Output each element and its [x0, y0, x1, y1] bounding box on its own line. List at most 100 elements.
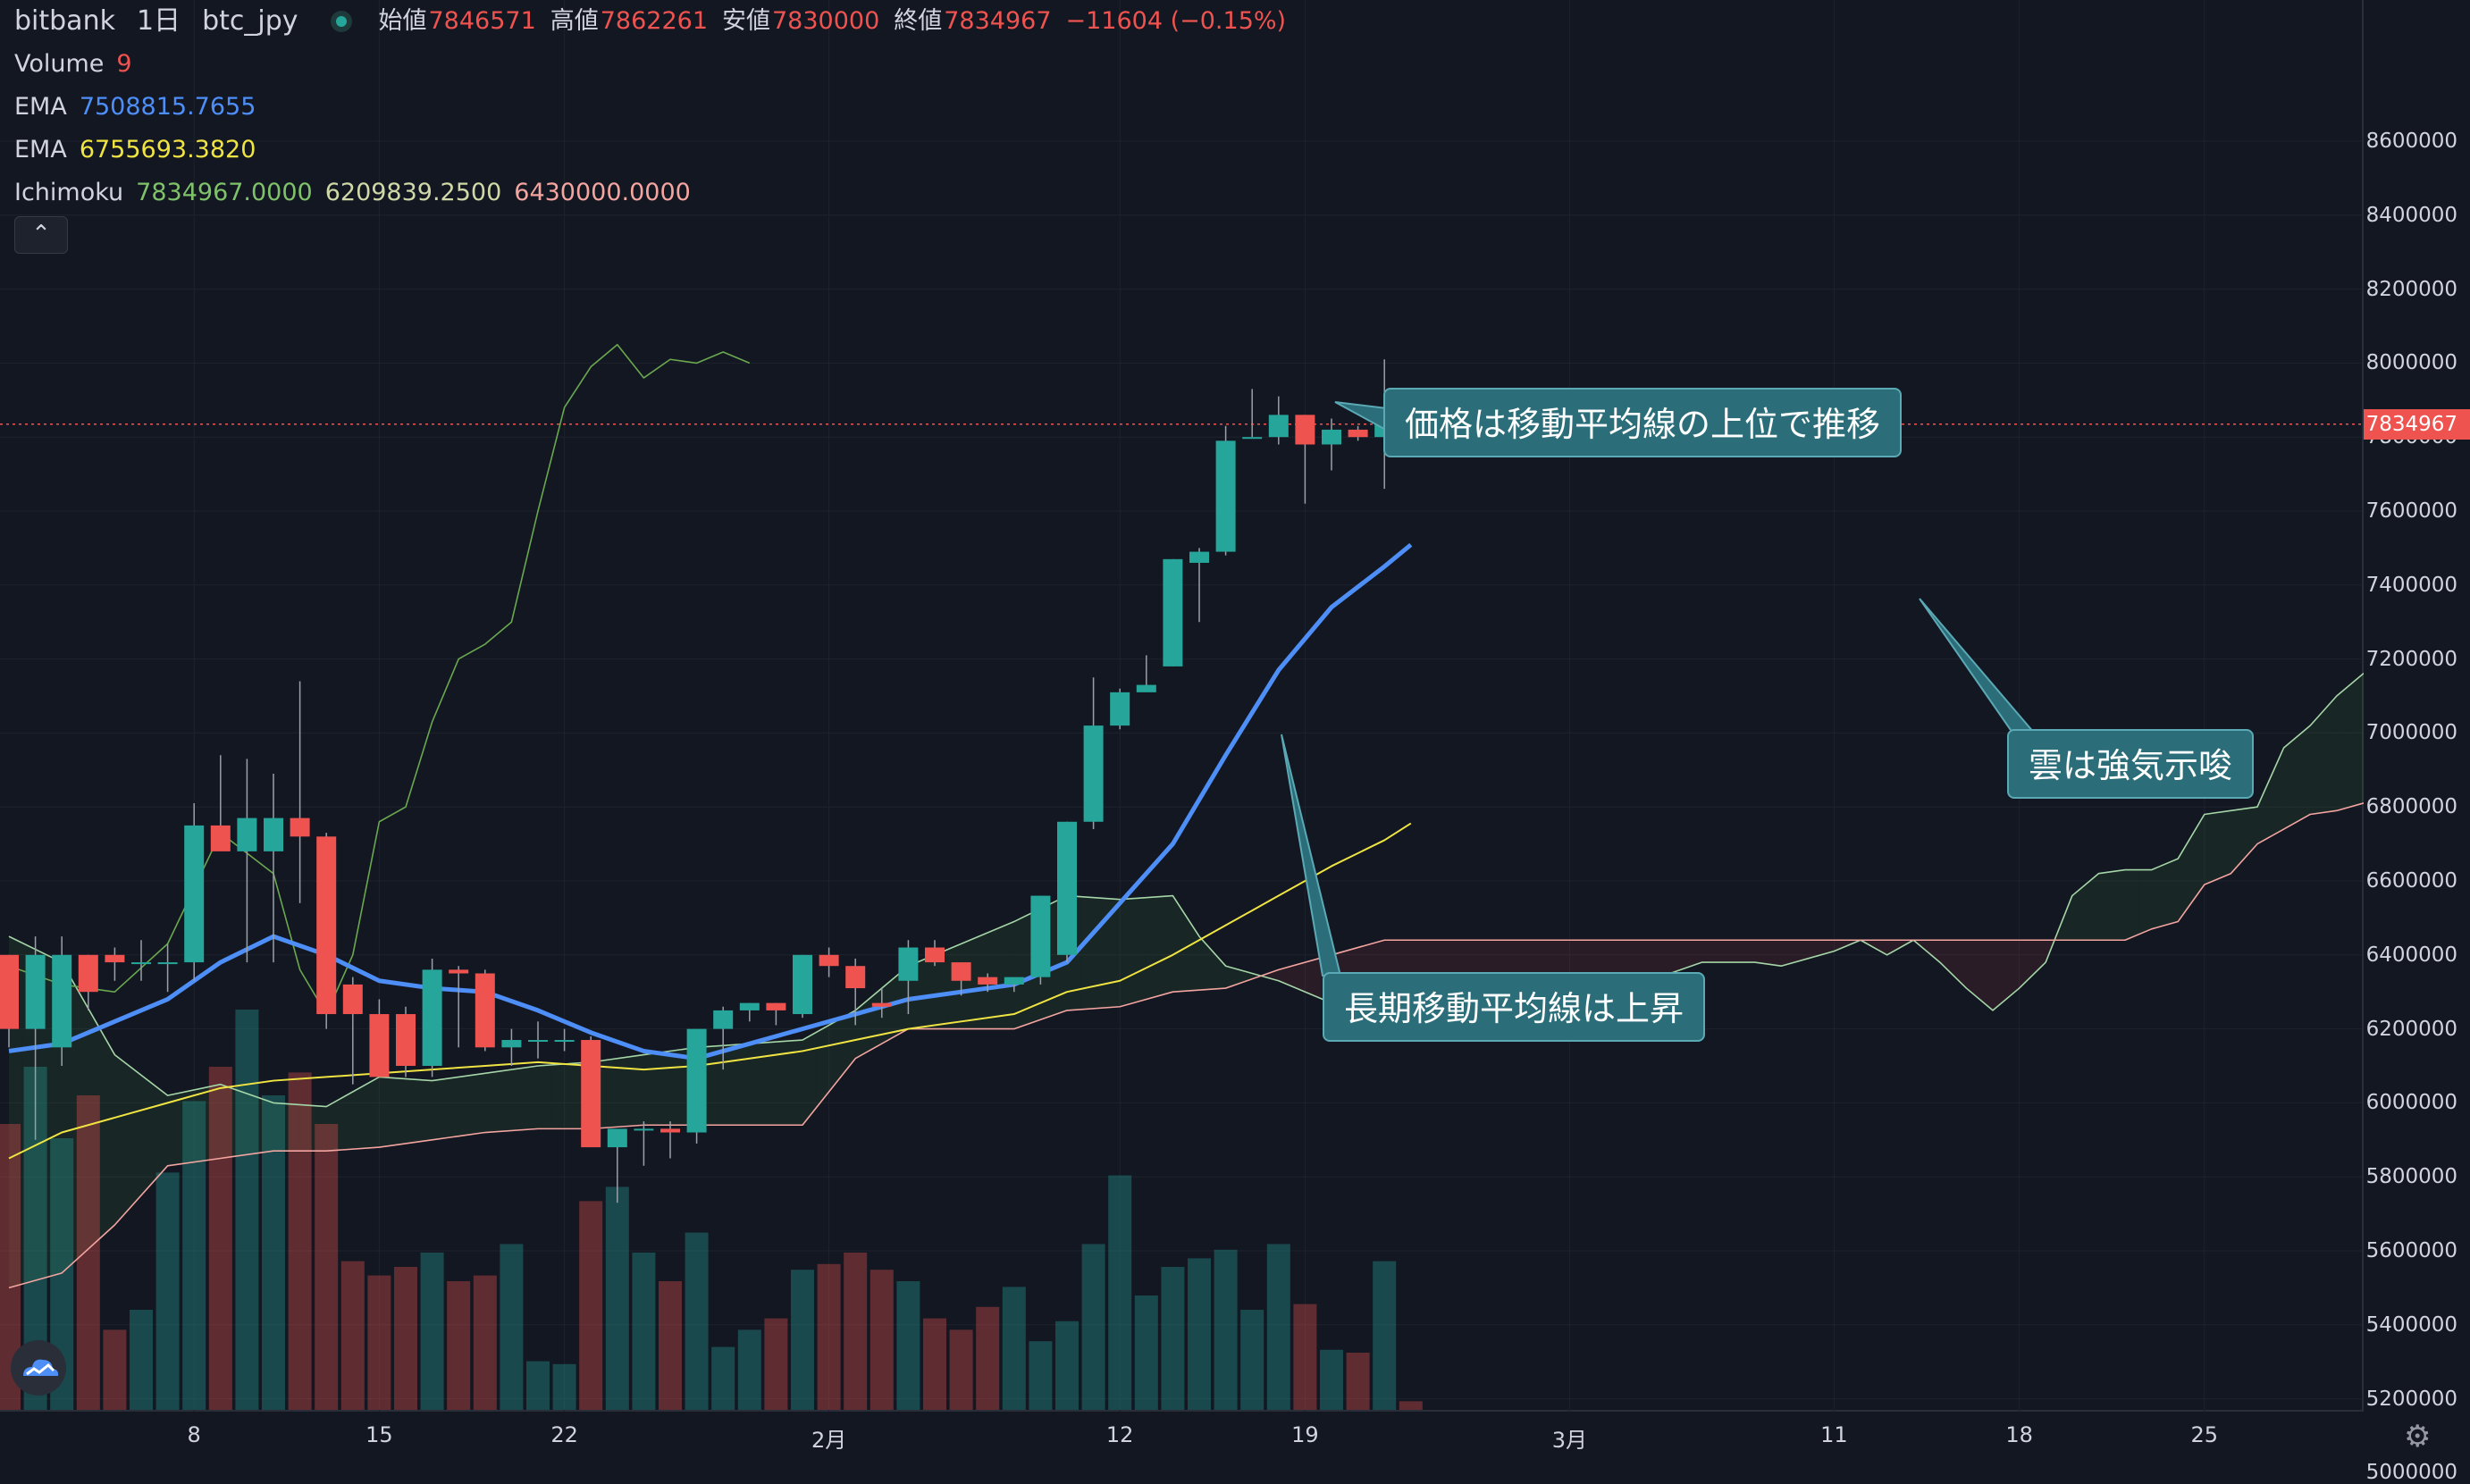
volume-bar [1346, 1353, 1370, 1410]
cloud-segment [1927, 940, 1940, 963]
cloud-segment [207, 1084, 221, 1161]
price-axis[interactable]: 8600000840000082000008000000780000076000… [2364, 0, 2470, 1484]
volume-bar [208, 1067, 232, 1410]
cloud-segment [2283, 736, 2298, 830]
volume-bar [130, 1310, 153, 1410]
indicator-value: 6430000.0000 [514, 179, 691, 206]
cloud-segment [921, 954, 935, 1029]
tradingview-logo-icon[interactable] [11, 1340, 66, 1396]
cloud-segment [1106, 898, 1121, 1008]
volume-bar [605, 1186, 629, 1410]
cloud-segment [1781, 940, 1794, 967]
cloud-segment [181, 1089, 195, 1164]
candle-body [978, 977, 998, 985]
change-value: −11604 (−0.15%) [1065, 7, 1287, 35]
candle-body [1189, 551, 1209, 563]
cloud-segment [1979, 940, 1993, 1010]
cloud-segment [2257, 777, 2271, 844]
cloud-segment [2244, 807, 2257, 859]
settings-gear-icon[interactable]: ⚙ [2404, 1419, 2432, 1455]
volume-bar [659, 1281, 682, 1410]
cloud-segment [352, 1084, 366, 1150]
cloud-segment [1133, 897, 1147, 1003]
candle-body [422, 969, 442, 1066]
volume-bar [262, 1095, 285, 1410]
cloud-segment [458, 1075, 472, 1136]
high-label: 高値 [550, 7, 599, 35]
cloud-segment [1966, 940, 1980, 1000]
cloud-segment [947, 943, 962, 1029]
volume-bar [76, 1095, 100, 1410]
candle-body [237, 817, 257, 851]
indicator-volume[interactable]: Volume 9 [14, 43, 1300, 86]
cloud-segment [1291, 962, 1306, 993]
price-tick-label: 5600000 [2365, 1239, 2457, 1262]
cloud-segment [604, 1058, 618, 1128]
cloud-segment [1080, 896, 1094, 1010]
cloud-segment [2085, 873, 2099, 941]
close-value: 7834967 [944, 7, 1052, 35]
cloud-segment [472, 1073, 485, 1135]
cloud-segment [1120, 898, 1133, 1007]
symbol-name[interactable]: bitbank [14, 5, 115, 37]
callout-cloud-bullish: 雲は強気示唆 [2007, 729, 2255, 799]
price-tick-label: 6000000 [2365, 1091, 2457, 1115]
cloud-segment [2005, 940, 2020, 1000]
cloud-segment [776, 1041, 790, 1126]
candle-body [449, 969, 469, 974]
volume-bar [103, 1329, 127, 1410]
time-tick-label: 25 [2190, 1422, 2219, 1447]
cloud-segment [1754, 940, 1768, 965]
candle-body [78, 954, 98, 993]
cloud-segment [1172, 895, 1187, 993]
candle-body [264, 817, 283, 851]
indicator-value: 7834967.0000 [136, 179, 313, 206]
indicator-ema-slow[interactable]: EMA 6755693.3820 [14, 129, 1300, 172]
cloud-segment [789, 1040, 802, 1126]
indicator-ichimoku[interactable]: Ichimoku 7834967.0000 6209839.2500 64300… [14, 172, 1300, 214]
price-tick-label: 8000000 [2365, 351, 2457, 375]
cloud-segment [617, 1056, 631, 1128]
cloud-segment [762, 1042, 777, 1126]
collapse-legend-button[interactable]: ⌃ [14, 216, 68, 254]
time-axis[interactable]: 8 15 22 2月 12 19 3月 11 18 25 [0, 1412, 2364, 1458]
cloud-segment [2151, 864, 2165, 929]
volume-bar [1214, 1249, 1238, 1410]
time-tick-label: 3月 [1551, 1428, 1588, 1453]
cloud-segment [643, 1052, 658, 1126]
cloud-segment [141, 1075, 155, 1195]
candle-body [0, 954, 19, 1029]
indicator-value: 6755693.3820 [79, 136, 256, 163]
cloud-segment [2125, 869, 2138, 941]
candle-body [634, 1128, 654, 1131]
cloud-segment [2363, 673, 2364, 804]
volume-bar [473, 1275, 497, 1410]
cloud-segment [1186, 916, 1199, 992]
cloud-segment [313, 1105, 327, 1152]
candle-body [1004, 977, 1024, 985]
candle-body [1348, 429, 1368, 438]
cloud-segment [1278, 966, 1292, 986]
cloud-segment [2204, 812, 2218, 885]
candle-body [1163, 558, 1183, 667]
chart-area[interactable] [0, 0, 2364, 1412]
volume-bar [896, 1281, 920, 1410]
candle-body [316, 836, 337, 1015]
candle-body [819, 954, 839, 967]
cloud-segment [114, 1054, 129, 1226]
volume-bar [1081, 1244, 1105, 1410]
cloud-segment [1794, 940, 1808, 963]
candle-body [1030, 895, 1051, 977]
cloud-segment [2297, 725, 2311, 822]
candle-body [157, 962, 178, 965]
pair-label[interactable]: btc_jpy [202, 5, 298, 37]
volume-bar [764, 1318, 788, 1410]
interval-label[interactable]: 1日 [136, 5, 181, 37]
candle-body [766, 1002, 786, 1010]
indicator-ema-fast[interactable]: EMA 7508815.7655 [14, 86, 1300, 129]
cloud-segment [194, 1086, 207, 1162]
cloud-segment [247, 1094, 261, 1155]
price-tick-label: 5800000 [2365, 1165, 2457, 1189]
volume-bar [288, 1072, 312, 1410]
callout-pointer [1919, 598, 2037, 734]
